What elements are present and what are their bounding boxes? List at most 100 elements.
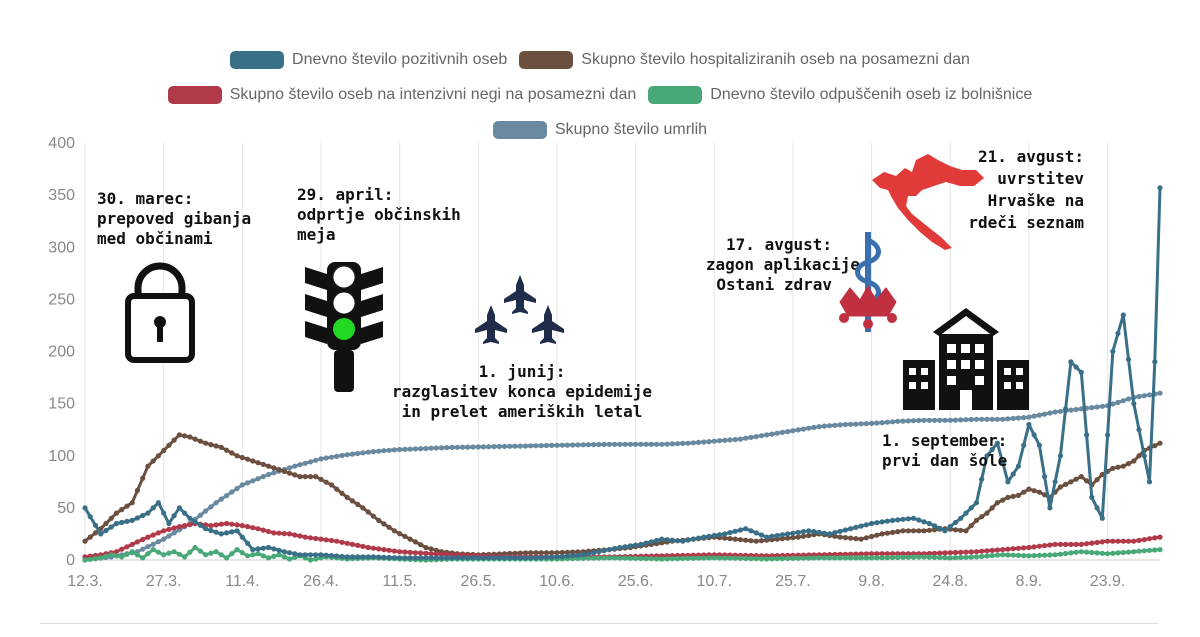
legend-label: Dnevno število pozitivnih oseb: [292, 50, 508, 68]
data-point: [1120, 538, 1126, 544]
data-point: [869, 555, 875, 561]
data-point: [890, 551, 896, 557]
data-point: [774, 536, 780, 542]
data-point: [931, 550, 938, 556]
data-point: [884, 551, 890, 557]
legend-item-deaths[interactable]: Skupno število umrlih: [492, 120, 707, 139]
data-point: [947, 550, 953, 556]
y-tick-label: 50: [57, 500, 75, 517]
data-point: [239, 454, 245, 461]
data-point: [543, 554, 550, 560]
data-point: [496, 443, 502, 450]
data-point: [402, 549, 408, 555]
data-point: [239, 550, 245, 556]
data-point: [905, 516, 911, 522]
data-point: [134, 515, 140, 521]
data-point: [659, 441, 665, 447]
data-point: [281, 554, 287, 560]
data-point: [213, 549, 219, 555]
data-point: [428, 546, 434, 552]
data-point: [1057, 408, 1063, 414]
data-point: [989, 446, 995, 453]
data-point: [1131, 538, 1137, 544]
data-point: [743, 435, 749, 441]
data-point: [1073, 406, 1079, 413]
data-point: [638, 441, 644, 447]
data-point: [554, 442, 560, 448]
data-point: [307, 557, 314, 563]
data-point: [952, 417, 959, 423]
data-point: [449, 444, 455, 450]
data-point: [349, 541, 355, 548]
data-point: [1152, 547, 1158, 553]
data-point: [381, 448, 387, 454]
data-point: [1042, 552, 1048, 558]
data-point: [952, 549, 959, 556]
data-point: [890, 529, 896, 536]
data-point: [1042, 411, 1048, 417]
data-point: [968, 523, 974, 529]
data-point: [1125, 356, 1132, 362]
data-point: [376, 546, 382, 552]
x-tick-label: 25.6.: [618, 573, 654, 590]
data-point: [659, 536, 665, 542]
data-point: [779, 532, 786, 538]
data-point: [418, 542, 424, 548]
legend-swatch: [167, 85, 222, 104]
data-point: [722, 535, 728, 541]
legend-item-intensive[interactable]: Skupno število oseb na intenzivni negi n…: [167, 85, 636, 104]
data-point: [1063, 550, 1069, 557]
data-point: [103, 520, 109, 527]
data-point: [418, 446, 424, 452]
data-point: [1047, 410, 1053, 416]
legend-label: Dnevno število odpuščenih oseb iz bolniš…: [710, 85, 1033, 103]
legend-item-discharged[interactable]: Dnevno število odpuščenih oseb iz bolniš…: [648, 85, 1033, 104]
data-point: [989, 505, 995, 511]
data-point: [140, 512, 146, 519]
data-point: [297, 552, 303, 558]
data-point: [1157, 185, 1163, 191]
data-point: [512, 443, 518, 449]
data-point: [245, 540, 251, 546]
data-point: [423, 544, 429, 551]
data-point: [334, 553, 340, 559]
data-point: [905, 554, 911, 560]
legend-item-positive[interactable]: Dnevno število pozitivnih oseb: [230, 50, 508, 69]
data-point: [785, 555, 791, 562]
data-point: [973, 517, 980, 524]
data-point: [161, 510, 167, 516]
data-point: [517, 555, 523, 561]
data-point: [643, 441, 649, 447]
x-tick-label: 11.4.: [225, 573, 259, 590]
data-point: [758, 433, 765, 439]
y-tick-label: 250: [48, 291, 75, 308]
data-point: [1036, 489, 1042, 495]
data-point: [318, 552, 324, 558]
data-point: [1157, 390, 1163, 396]
data-point: [1110, 401, 1116, 407]
data-point: [1078, 541, 1084, 548]
data-point: [910, 554, 917, 560]
data-point: [869, 520, 875, 527]
data-point: [113, 549, 120, 555]
data-point: [449, 555, 455, 561]
data-point: [895, 529, 901, 535]
data-point: [1000, 547, 1006, 553]
data-point: [848, 421, 854, 427]
data-point: [344, 540, 350, 546]
legend-item-hospitalized[interactable]: Skupno število hospitaliziranih oseb na …: [519, 50, 970, 69]
data-point: [145, 463, 151, 469]
data-point: [313, 535, 319, 542]
data-point: [98, 555, 104, 561]
data-point: [800, 529, 807, 535]
data-point: [848, 526, 854, 532]
data-point: [1005, 552, 1011, 558]
data-point: [245, 524, 251, 530]
annotation-text: 30. marec: prepoved gibanja med občinami: [97, 189, 251, 248]
data-point: [176, 524, 182, 530]
data-point: [323, 455, 329, 461]
data-point: [124, 503, 130, 509]
data-point: [203, 552, 209, 558]
data-point: [339, 452, 345, 459]
data-point: [1136, 537, 1142, 544]
